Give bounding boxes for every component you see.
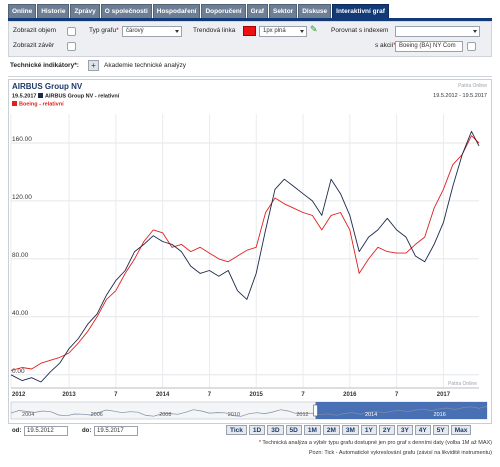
period-button-4y[interactable]: 4Y (414, 425, 431, 435)
show-close-label: Zobrazit závěr (13, 42, 55, 49)
period-button-tick[interactable]: Tick (226, 425, 247, 435)
legend-series-1: 19.5.2017 AIRBUS Group NV - relativní (12, 93, 119, 100)
to-date-input[interactable]: 19.5.2017 (94, 426, 138, 436)
compare-stock-checkbox[interactable] (467, 42, 476, 51)
period-button-1m[interactable]: 1M (303, 425, 321, 435)
navigator-year-label: 2006 (91, 412, 103, 418)
chevron-down-icon (300, 30, 304, 33)
technical-analysis-link[interactable]: Akademie technické analýzy (104, 62, 187, 69)
x-tick-label: 7 (395, 392, 399, 398)
tab-underline (8, 18, 492, 21)
chart-title: AIRBUS Group NV (12, 82, 83, 91)
watermark-top: Patria Online (458, 83, 487, 89)
period-button-max[interactable]: Max (450, 425, 472, 435)
divider (8, 76, 492, 77)
y-tick-label: 40.00 (12, 310, 29, 317)
period-button-1d[interactable]: 1D (248, 425, 266, 435)
period-button-5y[interactable]: 5Y (432, 425, 449, 435)
chart-type-label: Typ grafu* (89, 27, 119, 34)
tab-diskuse[interactable]: Diskuse (298, 4, 332, 18)
legend-date: 19.5.2017 (12, 93, 37, 100)
x-tick-label: 2015 (250, 392, 264, 398)
from-date-input[interactable]: 19.5.2012 (24, 426, 68, 436)
chart-type-value: čárový (126, 28, 144, 34)
navigator-handle (313, 404, 318, 417)
compare-index-select[interactable] (395, 26, 480, 37)
x-tick-label: 7 (114, 392, 118, 398)
tab-hospodaření[interactable]: Hospodaření (152, 4, 201, 18)
legend-swatch-airbus (38, 93, 43, 98)
compare-stock-label: s akcií* (375, 42, 396, 49)
period-button-3y[interactable]: 3Y (396, 425, 413, 435)
show-close-checkbox[interactable] (67, 42, 76, 51)
show-volume-label: Zobrazit objem (13, 27, 56, 34)
technical-indicators-row: Technické indikátory*: + Akademie techni… (8, 60, 492, 73)
x-tick-label: 2017 (437, 392, 451, 398)
navigator-year-label: 2016 (434, 412, 446, 418)
compare-index-label: Porovnat s indexem (331, 27, 389, 34)
trend-line-select[interactable]: 1px plná (259, 26, 307, 37)
compare-stock-input[interactable]: Boeing (BA) NY Com (395, 41, 463, 52)
navigator-year-label: 2010 (228, 412, 240, 418)
chevron-down-icon (473, 30, 477, 33)
navigator-year-label: 2014 (365, 412, 377, 418)
note-tick: Pozn: Tick - Automatické vykreslování gr… (308, 450, 492, 456)
x-tick-label: 2013 (62, 392, 76, 398)
watermark-bottom: Patria Online (448, 381, 477, 387)
period-button-3m[interactable]: 3M (341, 425, 359, 435)
tab-o-společnosti[interactable]: O společnosti (100, 4, 152, 18)
navigator-history-line (10, 406, 488, 417)
chart-type-select[interactable]: čárový (122, 26, 182, 37)
series-line-airbus (10, 130, 480, 383)
note-technical-analysis: * Technická analýza a výběr typu grafu d… (258, 440, 492, 446)
navigator-year-label: 2004 (22, 412, 34, 418)
tab-bar: Online Historie Zprávy O společnosti Hospoda… (8, 4, 389, 18)
y-tick-label: 80.00 (12, 252, 29, 259)
period-button-5d[interactable]: 5D (285, 425, 302, 435)
y-tick-label: 0.00 (12, 368, 25, 375)
price-chart[interactable]: 0.00 40.00 80.00 120.00 160.00 2012 2013 7 2014 7… (9, 110, 491, 423)
series-line-boeing (10, 135, 480, 371)
tab-doporučení[interactable]: Doporučení (201, 4, 246, 18)
pencil-icon[interactable]: ✎ (310, 24, 318, 34)
period-buttons: Tick 1D 3D 5D 1M 2M 3M 1Y 2Y 3Y 4Y 5Y Max (226, 425, 472, 435)
navigator-year-label: 2008 (159, 412, 171, 418)
tab-graf[interactable]: Graf (246, 4, 268, 18)
from-date-label: od: (12, 428, 22, 434)
trend-line-label: Trendová linka (193, 27, 236, 34)
tab-interaktivní-graf[interactable]: Interaktivní graf (332, 4, 389, 18)
period-button-2m[interactable]: 2M (322, 425, 340, 435)
y-tick-label: 120.00 (12, 194, 32, 201)
period-button-2y[interactable]: 2Y (378, 425, 395, 435)
y-tick-label: 160.00 (12, 136, 32, 143)
trend-color-swatch[interactable] (243, 26, 256, 36)
tab-zprávy[interactable]: Zprávy (70, 4, 100, 18)
x-tick-label: 2016 (343, 392, 357, 398)
period-button-1y[interactable]: 1Y (360, 425, 377, 435)
tab-online[interactable]: Online (8, 4, 37, 18)
trend-line-value: 1px plná (263, 28, 286, 34)
x-tick-label: 2012 (12, 392, 26, 398)
chart-frame: AIRBUS Group NV Patria Online 19.5.2017 … (8, 79, 492, 424)
chevron-down-icon (175, 30, 179, 33)
legend-series-2: Boeing - relativní (12, 101, 64, 108)
to-date-label: do: (82, 428, 92, 434)
x-tick-label: 7 (208, 392, 212, 398)
navigator-year-label: 2012 (296, 412, 308, 418)
tab-sektor[interactable]: Sektor (268, 4, 298, 18)
legend-swatch-boeing (12, 101, 17, 106)
show-volume-checkbox[interactable] (67, 27, 76, 36)
add-indicator-button[interactable]: + (88, 60, 99, 71)
chart-controls-panel: Zobrazit objem Zobrazit závěr Typ grafu*… (8, 21, 492, 57)
tab-historie[interactable]: Historie (37, 4, 70, 18)
legend-label-boeing: Boeing - relativní (19, 101, 64, 108)
legend-label-airbus: AIRBUS Group NV - relativní (45, 93, 120, 100)
date-range-label: 19.5.2012 - 19.5.2017 (433, 93, 487, 99)
x-tick-label: 7 (301, 392, 305, 398)
period-button-3d[interactable]: 3D (267, 425, 284, 435)
x-tick-label: 2014 (156, 392, 170, 398)
technical-indicators-label: Technické indikátory*: (10, 62, 79, 69)
